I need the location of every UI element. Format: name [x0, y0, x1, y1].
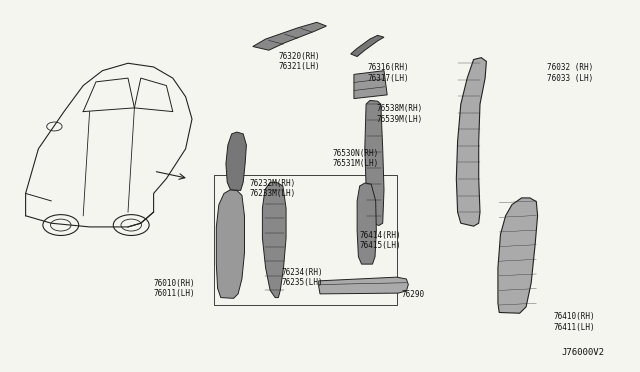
Polygon shape [354, 71, 387, 99]
Polygon shape [216, 190, 244, 298]
Polygon shape [365, 100, 384, 225]
Text: 76232M(RH)
76233M(LH): 76232M(RH) 76233M(LH) [250, 179, 296, 198]
Bar [214, 175, 397, 305]
Text: 76530N(RH)
76531M(LH): 76530N(RH) 76531M(LH) [333, 149, 379, 168]
Text: 76032 (RH)
76033 (LH): 76032 (RH) 76033 (LH) [547, 63, 593, 83]
Text: J76000V2: J76000V2 [562, 348, 605, 357]
Text: 76010(RH)
76011(LH): 76010(RH) 76011(LH) [154, 279, 195, 298]
Text: 76414(RH)
76415(LH): 76414(RH) 76415(LH) [360, 231, 401, 250]
Polygon shape [226, 132, 246, 190]
Text: 76234(RH)
76235(LH): 76234(RH) 76235(LH) [282, 268, 323, 287]
Text: 76320(RH)
76321(LH): 76320(RH) 76321(LH) [278, 52, 320, 71]
Text: 76316(RH)
76317(LH): 76316(RH) 76317(LH) [368, 63, 410, 83]
Polygon shape [253, 22, 326, 50]
Polygon shape [357, 183, 376, 264]
Polygon shape [351, 35, 384, 57]
Text: 76410(RH)
76411(LH): 76410(RH) 76411(LH) [554, 312, 595, 332]
Polygon shape [319, 277, 408, 294]
Text: 76538M(RH)
76539M(LH): 76538M(RH) 76539M(LH) [376, 104, 422, 124]
Polygon shape [262, 182, 286, 298]
Polygon shape [498, 198, 538, 313]
Text: 76290: 76290 [402, 290, 425, 299]
Polygon shape [456, 58, 486, 226]
